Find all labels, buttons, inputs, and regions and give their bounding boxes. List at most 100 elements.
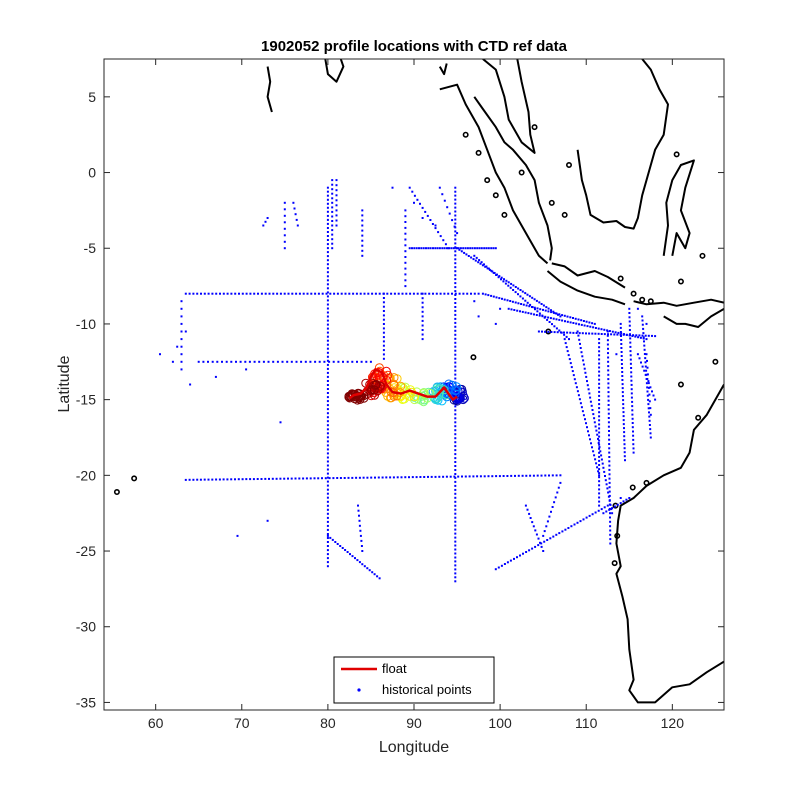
historical-point (476, 475, 479, 478)
historical-point (378, 292, 381, 295)
island (484, 177, 491, 184)
historical-point (421, 206, 424, 209)
historical-point (552, 535, 555, 538)
historical-point (294, 477, 297, 480)
historical-point (558, 313, 561, 316)
historical-point (355, 476, 358, 479)
historical-point (326, 239, 329, 241)
historical-point (420, 292, 423, 295)
historical-point (335, 199, 338, 202)
historical-point (471, 247, 474, 250)
historical-point (607, 352, 609, 355)
historical-point (594, 327, 597, 329)
x-tick-label: 110 (575, 715, 598, 731)
historical-point (454, 309, 457, 312)
historical-point (598, 346, 601, 349)
historical-point (454, 417, 457, 420)
historical-point (373, 573, 376, 576)
historical-point (628, 329, 631, 331)
historical-point (535, 299, 538, 302)
historical-point (241, 292, 244, 295)
historical-point (632, 334, 635, 337)
historical-point (589, 396, 592, 399)
historical-point (326, 331, 329, 334)
y-tick-label: -10 (76, 316, 96, 332)
historical-point (415, 247, 418, 250)
historical-point (597, 327, 600, 330)
historical-point (305, 477, 308, 480)
historical-point (608, 508, 611, 511)
y-tick-label: 0 (88, 165, 96, 181)
historical-point (647, 403, 650, 406)
historical-point (203, 478, 206, 481)
historical-point (326, 275, 329, 278)
historical-point (454, 568, 457, 571)
historical-point (326, 259, 329, 262)
historical-point (427, 247, 430, 250)
historical-point (521, 297, 524, 300)
historical-point (339, 477, 342, 479)
historical-point (507, 281, 510, 284)
historical-point (582, 320, 585, 322)
historical-point (457, 475, 460, 478)
historical-point (335, 209, 338, 212)
historical-point (266, 217, 269, 219)
historical-point (404, 267, 407, 270)
coastline-java-south (546, 270, 626, 306)
historical-point (326, 553, 329, 556)
historical-point (335, 194, 338, 197)
historical-point (421, 315, 424, 318)
historical-point (326, 303, 329, 306)
historical-point (477, 292, 480, 295)
historical-point (454, 520, 457, 523)
historical-point (541, 330, 543, 333)
historical-point (598, 459, 601, 462)
historical-point (497, 566, 500, 569)
historical-point (582, 359, 585, 362)
historical-point (485, 247, 488, 250)
historical-point (184, 330, 187, 333)
historical-point (368, 569, 371, 572)
historical-point (393, 292, 396, 295)
historical-point (326, 516, 329, 519)
historical-point (207, 360, 209, 363)
historical-point (454, 457, 457, 460)
historical-point (607, 417, 610, 419)
historical-point (645, 338, 648, 341)
historical-point (332, 477, 335, 480)
historical-point (454, 492, 457, 495)
historical-point (537, 330, 540, 333)
historical-point (579, 402, 582, 405)
historical-point (283, 234, 286, 237)
historical-point (473, 247, 476, 250)
historical-point (435, 292, 438, 295)
historical-point (514, 286, 517, 288)
historical-point (454, 500, 457, 503)
historical-point (607, 391, 610, 394)
historical-point (326, 396, 329, 399)
historical-point (454, 552, 457, 555)
historical-point (457, 247, 460, 250)
historical-point (371, 292, 374, 295)
historical-point (326, 472, 329, 475)
historical-point (623, 443, 626, 446)
historical-point (419, 202, 421, 205)
historical-point (427, 475, 429, 478)
historical-point (609, 533, 612, 536)
historical-point (230, 292, 233, 295)
historical-point (531, 296, 534, 299)
historical-point (487, 267, 490, 270)
historical-point (454, 282, 457, 285)
historical-point (632, 434, 635, 437)
historical-point (537, 544, 540, 547)
historical-point (646, 394, 649, 397)
historical-point (608, 456, 611, 458)
historical-point (598, 342, 601, 345)
historical-point (262, 224, 265, 227)
historical-point (598, 423, 601, 426)
historical-point (454, 488, 457, 491)
historical-point (335, 219, 338, 222)
historical-point (326, 388, 329, 390)
historical-point (608, 481, 611, 484)
historical-point (555, 327, 558, 330)
